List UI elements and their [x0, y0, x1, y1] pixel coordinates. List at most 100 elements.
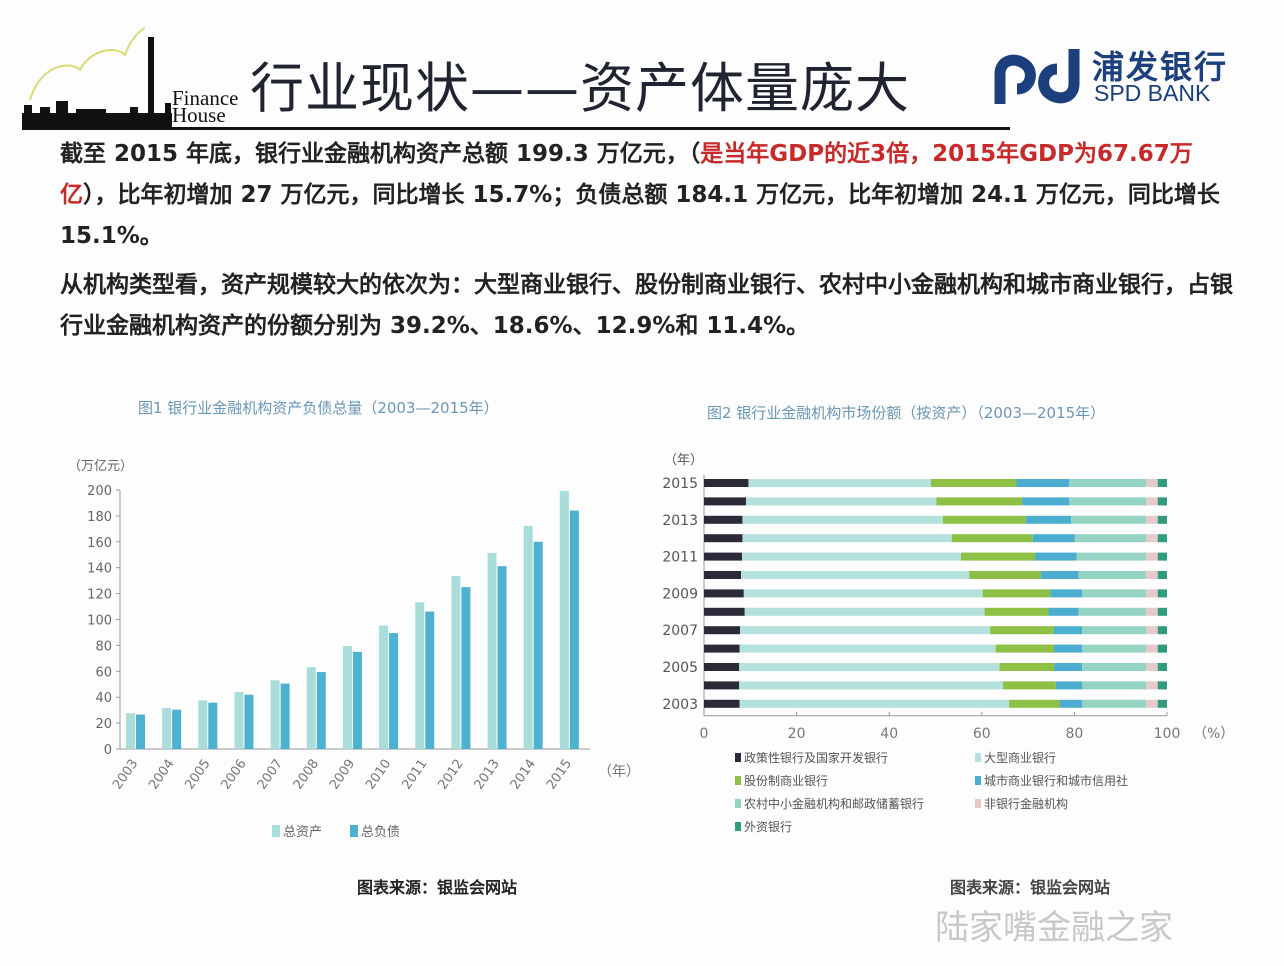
- chart1-title: 图1 银行业金融机构资产负债总量（2003—2015年）: [138, 399, 499, 417]
- x-tick-label: 2009: [327, 757, 358, 793]
- segment-2011-3: [1035, 552, 1077, 561]
- segment-2012-6: [1157, 534, 1167, 543]
- y-tick-label: 80: [95, 639, 112, 654]
- chart1-assets-liabilities: （万亿元） 0 20 40 60 80 100 120 140 160 180 200 2003 2004…: [68, 459, 640, 840]
- legend-swatch: [272, 825, 280, 837]
- bar-assets-2014: [523, 525, 533, 749]
- segment-2010-3: [1041, 571, 1079, 579]
- segment-2011-1: [741, 552, 961, 561]
- segment-2010-2: [969, 571, 1042, 579]
- segment-2009-6: [1157, 589, 1167, 598]
- segment-2011-5: [1146, 552, 1158, 561]
- legend-label: 股份制商业银行: [744, 773, 828, 788]
- x-tick-label: 2012: [435, 757, 466, 793]
- segment-2003-4: [1082, 699, 1147, 708]
- lujiazui-finance-house-logo: [22, 27, 172, 128]
- y-tick-label: 20: [95, 717, 112, 732]
- body-text: 截至 2015 年底，银行业金融机构资产总额 199.3 万亿元，（是当年GDP…: [60, 134, 1245, 347]
- bar-assets-2012: [451, 575, 461, 749]
- segment-2004-1: [739, 681, 1004, 690]
- chart1-source: 图表来源：银监会网站: [357, 878, 518, 897]
- x-tick-label: 2008: [291, 757, 322, 793]
- bar-assets-2011: [415, 602, 425, 749]
- bar-liabilities-2004: [172, 709, 182, 749]
- gdp-highlight: 是当年GDP的近3倍，2015年GDP为67.67万亿: [60, 141, 1193, 208]
- x-tick-label: 2014: [508, 757, 539, 793]
- segment-2013-1: [742, 515, 943, 524]
- segment-2005-0: [704, 663, 740, 671]
- segment-2010-1: [741, 571, 970, 579]
- segment-2003-0: [704, 699, 740, 708]
- legend-swatch: [975, 799, 981, 808]
- segment-2015-1: [748, 479, 931, 487]
- segment-2013-2: [942, 515, 1026, 524]
- segment-2006-0: [704, 644, 740, 653]
- y-tick-label: 0: [104, 743, 112, 758]
- segment-2008-4: [1078, 607, 1147, 616]
- x-tick-label: 2010: [363, 757, 394, 793]
- segment-2015-6: [1157, 479, 1167, 487]
- y-tick-label: 2003: [662, 697, 698, 713]
- segment-2009-4: [1082, 589, 1147, 598]
- segment-2013-3: [1025, 515, 1072, 524]
- segment-2013-4: [1071, 515, 1147, 524]
- x-tick-label: 2004: [146, 757, 177, 793]
- x-tick-label: 2006: [219, 757, 250, 793]
- segment-2007-6: [1157, 626, 1167, 635]
- segment-2011-2: [960, 552, 1036, 561]
- segment-2011-4: [1076, 552, 1147, 561]
- legend-label: 农村中小金融机构和邮政储蓄银行: [744, 796, 924, 811]
- segment-2007-0: [704, 626, 741, 635]
- segment-2013-0: [704, 515, 743, 524]
- y-tick-label: 2007: [662, 623, 698, 639]
- segment-2005-1: [739, 663, 1000, 671]
- bar-assets-2010: [379, 625, 389, 749]
- legend-label: 城市商业银行和城市信用社: [984, 773, 1128, 788]
- bar-liabilities-2003: [136, 714, 145, 749]
- segment-2006-1: [739, 644, 996, 653]
- bar-assets-2005: [198, 700, 208, 749]
- segment-2004-5: [1146, 681, 1158, 690]
- segment-2013-6: [1157, 515, 1167, 524]
- bar-assets-2006: [234, 692, 244, 749]
- segment-2004-0: [704, 681, 740, 690]
- segment-2007-1: [740, 626, 991, 635]
- segment-2005-6: [1157, 663, 1167, 671]
- y-tick-label: 2009: [662, 586, 698, 602]
- spd-bank-logo: [994, 49, 1080, 104]
- segment-2006-6: [1157, 644, 1167, 653]
- legend-swatch: [735, 753, 741, 762]
- segment-2005-2: [999, 663, 1055, 671]
- y-tick-label: 100: [87, 614, 112, 629]
- bar-liabilities-2013: [497, 566, 507, 749]
- bar-liabilities-2010: [389, 633, 399, 749]
- segment-2010-4: [1078, 571, 1147, 579]
- bar-assets-2013: [487, 552, 497, 749]
- segment-2012-0: [704, 534, 743, 543]
- segment-2004-6: [1157, 681, 1167, 690]
- y-tick-label: 40: [95, 691, 112, 706]
- x-tick-label: 2007: [255, 757, 286, 793]
- y-axis-label: （万亿元）: [68, 459, 133, 474]
- share-paragraph: 从机构类型看，资产规模较大的依次为：大型商业银行、股份制商业银行、农村中小金融机…: [60, 272, 1233, 339]
- segment-2012-3: [1032, 534, 1075, 543]
- bar-assets-2004: [162, 708, 172, 749]
- segment-2008-3: [1048, 607, 1079, 616]
- x-tick-label: 2005: [182, 757, 213, 793]
- segment-2011-0: [704, 552, 742, 561]
- y-tick-label: 2005: [662, 660, 698, 676]
- segment-2003-6: [1157, 699, 1167, 708]
- y-axis-label: （年）: [664, 453, 703, 468]
- chart2-market-share: （年） 2003 2005 2007 2009 2011 2013 2015 0 20 40 60 80…: [662, 453, 1234, 834]
- segment-2010-5: [1146, 571, 1158, 579]
- legend-label: 非银行金融机构: [984, 796, 1068, 811]
- x-axis-label: （%）: [1193, 726, 1234, 742]
- segment-2008-5: [1146, 607, 1158, 616]
- legend-label: 政策性银行及国家开发银行: [744, 750, 888, 765]
- legend-swatch: [735, 822, 741, 831]
- legend-swatch: [735, 799, 741, 808]
- logo-text: Finance House: [172, 86, 239, 127]
- y-tick-label: 2011: [662, 550, 698, 566]
- x-tick-label: 0: [700, 726, 709, 742]
- segment-2004-2: [1003, 681, 1056, 690]
